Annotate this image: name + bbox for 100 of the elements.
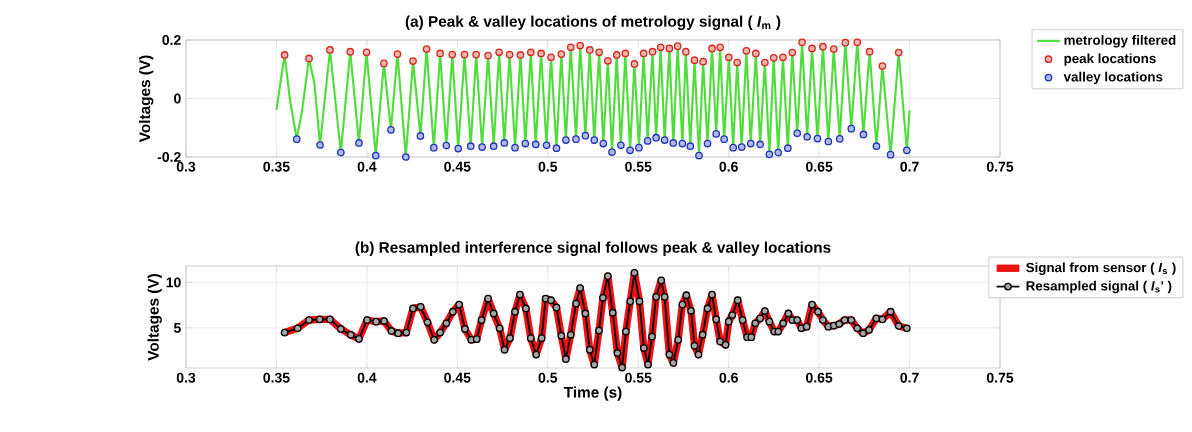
point [590,136,599,144]
legend-label: peak locations [1064,53,1156,66]
x-tick-label: 0.5 [538,161,558,172]
point [401,153,410,161]
point [566,43,575,52]
point [774,148,783,157]
point [626,146,634,155]
point [562,136,570,144]
x-tick-label: 0.7 [900,161,919,172]
point [526,48,535,57]
point [576,41,585,50]
x-tick-label: 0.75 [986,372,1014,383]
point [630,60,639,68]
point [690,56,699,65]
point [760,58,769,67]
x-tick-label: 0.4 [357,372,377,383]
point [660,136,669,144]
point [542,141,551,150]
point [678,139,687,148]
chart-title: (a) Peak & valley locations of metrology signal ( I$_{m}$ ) [405,15,781,30]
point [454,144,463,153]
point [516,51,525,59]
point [393,50,402,58]
point [429,143,438,152]
x-tick-label: 0.55 [625,372,652,383]
point [585,46,594,54]
point [616,141,625,150]
point [371,151,380,160]
point [656,43,665,52]
point [635,143,643,152]
y-axis-title: Voltages (V) [147,274,162,361]
point [436,49,445,58]
point [387,125,395,134]
y-tick-label: -0.2 [157,152,181,162]
point [769,53,778,62]
point [612,51,621,59]
point [829,45,838,53]
point [686,142,695,151]
point [448,50,457,59]
point [788,48,797,57]
x-tick-label: 0.55 [625,161,652,172]
point [878,62,887,70]
legend-label: valley locations [1063,71,1163,85]
point [708,44,716,53]
point [724,53,733,62]
point [803,132,812,141]
x-tick-label: 0.65 [806,372,833,383]
point [841,38,850,47]
point [326,46,334,54]
point [746,139,755,148]
x-tick-label: 0.3 [176,372,196,383]
point [422,45,431,53]
point [643,137,652,145]
x-tick-label: 0.5 [538,372,558,383]
point [798,38,806,47]
legend-label: Signal from sensor ( I$_{s}$ ) [1026,262,1176,275]
point [751,49,760,58]
point [547,53,555,62]
point [652,133,660,142]
x-axis-title: Time (s) [563,386,622,401]
point [521,139,530,148]
point [460,50,469,59]
point [859,130,868,139]
point [902,146,911,155]
x-tick-label: 0.6 [719,372,738,383]
point [511,143,519,152]
point [599,139,608,148]
point [581,131,590,140]
point [665,44,674,53]
point [478,143,486,151]
point [489,142,498,151]
legend-label: Resampled signal ( I$_{s}$' ) [1026,280,1172,294]
point [669,139,678,147]
point [733,58,742,67]
x-tick-label: 0.35 [263,161,290,172]
point [712,130,721,138]
point [699,57,708,66]
point [621,49,630,58]
x-tick-label: 0.45 [444,372,471,383]
point [557,50,566,58]
point [783,144,792,153]
point [835,134,844,143]
point [819,42,827,51]
point [416,132,425,140]
point [305,54,313,63]
point [472,50,481,59]
point [742,46,751,55]
chart-title: (b) Resampled interference signal follows peak & valley locations [355,241,831,256]
point [595,48,604,57]
point [648,47,657,56]
point [505,50,514,59]
x-tick-label: 0.6 [719,161,738,172]
point [355,139,363,147]
point [380,59,388,68]
point [720,135,729,144]
point [608,148,616,156]
point [716,43,725,52]
point [779,53,787,62]
x-tick-label: 0.65 [806,161,833,172]
point [813,134,822,143]
